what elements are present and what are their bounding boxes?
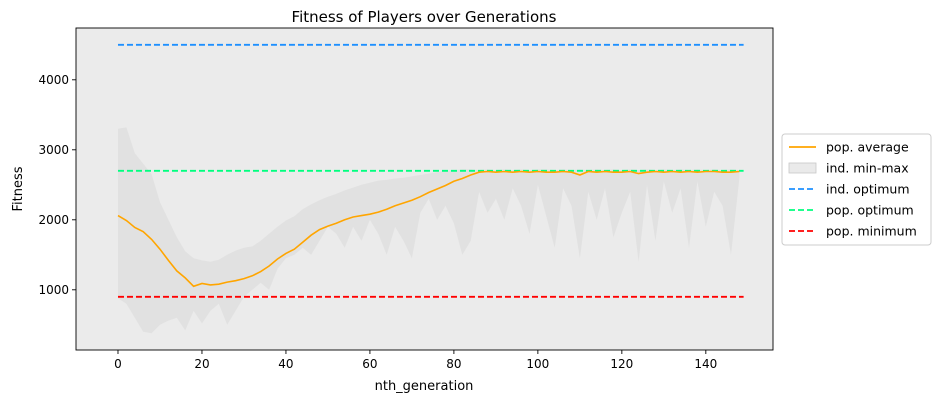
x-tick-label: 40 xyxy=(278,357,293,371)
x-axis-label: nth_generation xyxy=(375,379,474,394)
y-tick-label: 4000 xyxy=(38,73,69,87)
axes: 0 20 40 60 80 100 120 140 1000 2000 3000 4000 xyxy=(38,27,774,371)
legend-label: pop. optimum xyxy=(826,203,914,218)
x-tick-label: 80 xyxy=(446,357,461,371)
y-axis-label: Fitness xyxy=(11,166,26,211)
legend-label: ind. optimum xyxy=(826,182,910,197)
plot-frame xyxy=(75,27,774,351)
average-line-layer xyxy=(117,170,740,288)
y-tick-label: 2000 xyxy=(38,213,69,227)
legend-label: pop. minimum xyxy=(826,224,917,239)
y-tick-label: 3000 xyxy=(38,143,69,157)
reference-lines-layer xyxy=(117,43,744,298)
x-tick-label: 120 xyxy=(610,357,633,371)
x-tick-label: 100 xyxy=(526,357,549,371)
min-max-band-layer xyxy=(118,127,740,334)
x-tick-label: 0 xyxy=(114,357,122,371)
x-tick-label: 140 xyxy=(694,357,717,371)
min-max-band xyxy=(118,127,740,334)
x-tick-label: 60 xyxy=(362,357,377,371)
y-tick-label: 1000 xyxy=(38,283,69,297)
legend: pop. average ind. min-max ind. optimum pop.… xyxy=(781,133,932,246)
legend-label: ind. min-max xyxy=(826,161,909,176)
chart-title: Fitness of Players over Generations xyxy=(292,8,557,26)
legend-label: pop. average xyxy=(826,140,909,155)
legend-swatch-band xyxy=(788,162,817,174)
legend-box xyxy=(781,133,932,246)
pop-average-line xyxy=(117,170,740,288)
x-tick-label: 20 xyxy=(194,357,209,371)
